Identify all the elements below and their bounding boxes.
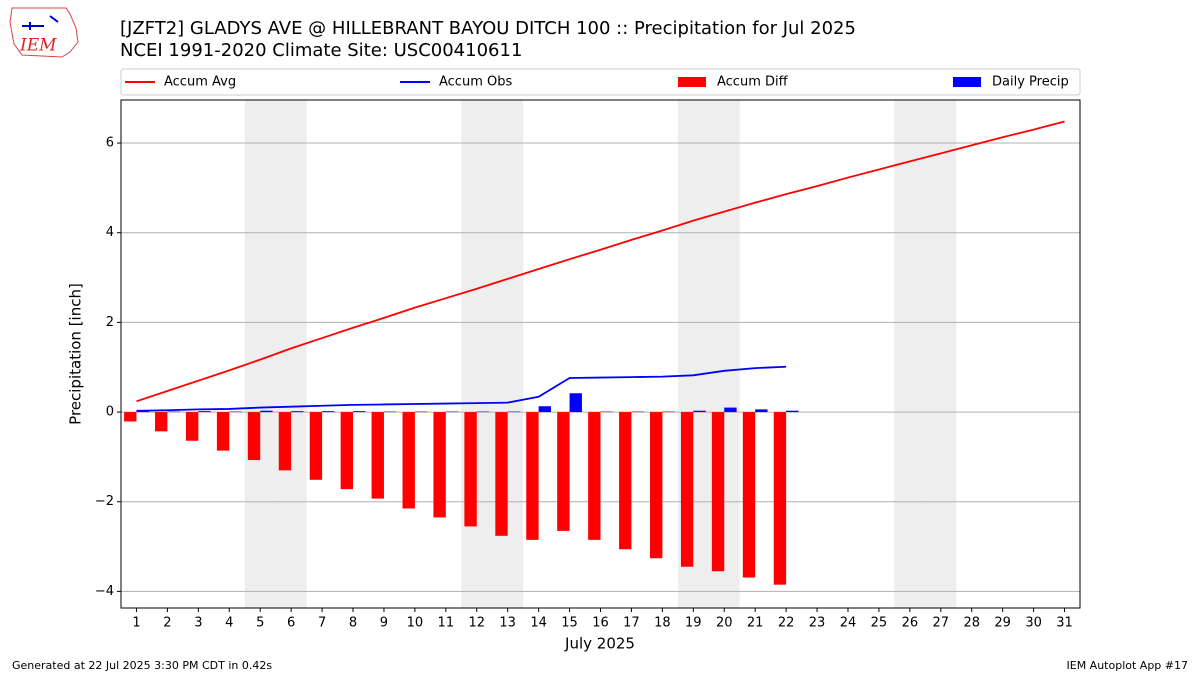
bar bbox=[402, 412, 415, 509]
x-tick-label: 29 bbox=[994, 616, 1011, 631]
x-axis-label: July 2025 bbox=[564, 635, 635, 653]
bar bbox=[755, 409, 768, 413]
legend-box bbox=[120, 68, 1081, 96]
weekend-shade bbox=[275, 100, 307, 608]
x-tick-label: 2 bbox=[163, 616, 171, 631]
y-tick-label: −4 bbox=[95, 584, 114, 599]
bar bbox=[742, 412, 756, 578]
bar bbox=[711, 412, 725, 572]
x-tick-label: 20 bbox=[716, 616, 733, 631]
bar bbox=[278, 412, 292, 471]
x-tick-label: 22 bbox=[778, 616, 795, 631]
x-tick-label: 16 bbox=[592, 616, 609, 631]
x-tick-label: 25 bbox=[871, 616, 888, 631]
bar bbox=[291, 411, 304, 413]
line bbox=[136, 365, 787, 412]
bar bbox=[309, 412, 323, 480]
x-tick-label: 17 bbox=[623, 616, 640, 631]
bar bbox=[433, 412, 446, 518]
chart-title: [JZFT2] GLADYS AVE @ HILLEBRANT BAYOU DI… bbox=[120, 18, 856, 39]
x-tick-label: 21 bbox=[747, 616, 764, 631]
bar bbox=[260, 410, 273, 413]
x-tick-label: 31 bbox=[1056, 616, 1073, 631]
legend-label: Accum Avg bbox=[164, 75, 236, 90]
bar bbox=[322, 411, 335, 413]
y-axis-label: Precipitation [inch] bbox=[67, 283, 85, 425]
legend-label: Daily Precip bbox=[992, 75, 1069, 90]
x-tick-label: 3 bbox=[194, 616, 202, 631]
line bbox=[136, 120, 1065, 403]
bar bbox=[680, 412, 694, 567]
bar bbox=[619, 412, 632, 550]
chart-subtitle: NCEI 1991-2020 Climate Site: USC00410611 bbox=[120, 40, 522, 61]
bar bbox=[124, 412, 137, 422]
bar bbox=[649, 412, 663, 559]
x-tick-label: 30 bbox=[1025, 616, 1042, 631]
x-tick-label: 12 bbox=[468, 616, 485, 631]
legend-label: Accum Diff bbox=[717, 75, 789, 90]
x-tick-label: 15 bbox=[561, 616, 578, 631]
bar bbox=[185, 412, 199, 441]
bar bbox=[538, 406, 552, 413]
x-tick-label: 27 bbox=[933, 616, 950, 631]
bar bbox=[495, 412, 508, 536]
bar bbox=[786, 410, 799, 413]
legend-label: Accum Obs bbox=[439, 75, 512, 90]
x-tick-label: 10 bbox=[407, 616, 424, 631]
logo: IEM bbox=[9, 7, 79, 58]
bar bbox=[773, 412, 787, 585]
x-tick-label: 19 bbox=[685, 616, 702, 631]
legend-swatch bbox=[678, 77, 706, 87]
weekend-shade bbox=[925, 100, 957, 608]
y-tick-label: 0 bbox=[106, 405, 114, 420]
logo-text: IEM bbox=[19, 36, 57, 56]
weekend-shade bbox=[894, 100, 926, 608]
bar bbox=[464, 412, 477, 527]
x-tick-label: 13 bbox=[499, 616, 516, 631]
bar bbox=[588, 412, 601, 540]
x-tick-label: 9 bbox=[380, 616, 388, 631]
footer-left: Generated at 22 Jul 2025 3:30 PM CDT in … bbox=[12, 659, 272, 672]
x-tick-label: 24 bbox=[840, 616, 857, 631]
x-tick-label: 11 bbox=[438, 616, 455, 631]
bar bbox=[557, 412, 570, 531]
bar bbox=[340, 412, 354, 490]
x-tick-label: 26 bbox=[902, 616, 919, 631]
x-tick-label: 8 bbox=[349, 616, 357, 631]
bar bbox=[724, 407, 737, 413]
x-tick-label: 4 bbox=[225, 616, 233, 631]
y-tick-label: 2 bbox=[106, 315, 114, 330]
y-tick-label: −2 bbox=[95, 494, 114, 509]
bar bbox=[247, 412, 261, 461]
legend-swatch bbox=[953, 77, 981, 87]
y-tick-label: 6 bbox=[106, 136, 114, 151]
x-tick-label: 23 bbox=[809, 616, 826, 631]
weekend-shade bbox=[244, 100, 276, 608]
x-tick-label: 5 bbox=[256, 616, 264, 631]
y-tick-label: 4 bbox=[106, 225, 114, 240]
bar bbox=[216, 412, 230, 451]
x-tick-label: 28 bbox=[963, 616, 980, 631]
bar bbox=[136, 411, 149, 413]
weekend-shade bbox=[461, 100, 493, 608]
x-tick-label: 18 bbox=[654, 616, 671, 631]
bar bbox=[155, 412, 168, 432]
bar bbox=[569, 393, 582, 413]
bar bbox=[693, 410, 706, 413]
bar bbox=[198, 411, 211, 413]
x-tick-label: 6 bbox=[287, 616, 295, 631]
bar bbox=[353, 411, 366, 413]
x-tick-label: 1 bbox=[132, 616, 140, 631]
bar bbox=[371, 412, 384, 499]
x-tick-label: 14 bbox=[530, 616, 547, 631]
plot-frame bbox=[120, 99, 1081, 609]
footer-right: IEM Autoplot App #17 bbox=[1067, 659, 1189, 672]
bar bbox=[526, 412, 539, 540]
x-tick-label: 7 bbox=[318, 616, 326, 631]
